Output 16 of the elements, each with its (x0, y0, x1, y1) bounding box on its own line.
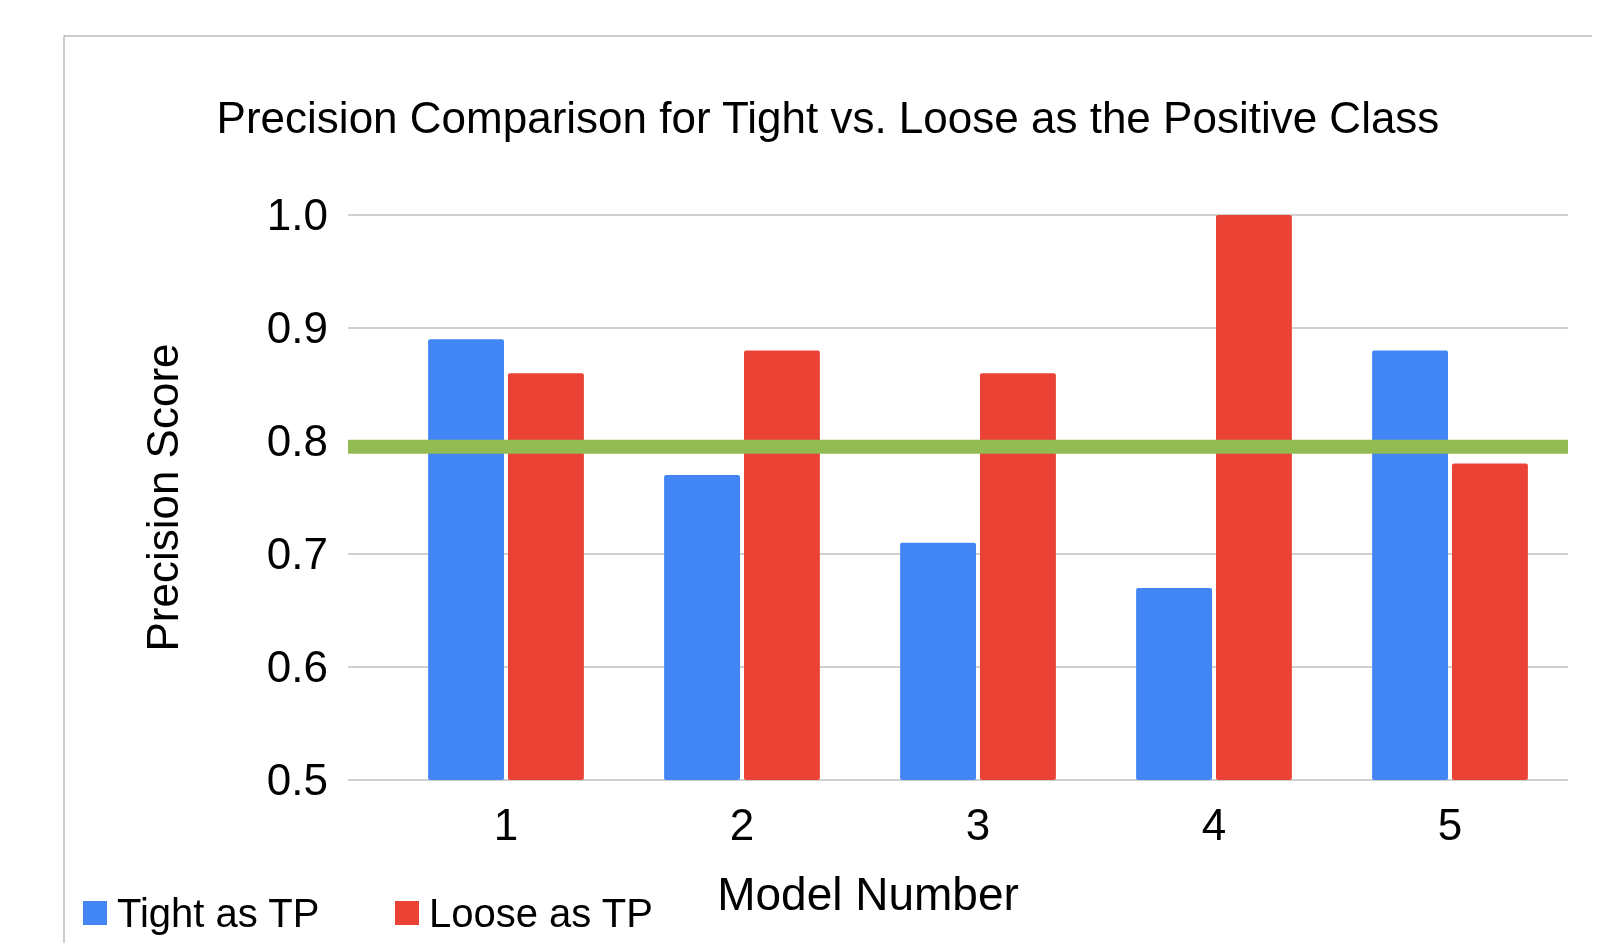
y-axis-title: Precision Score (138, 343, 187, 652)
x-axis-title: Model Number (717, 868, 1019, 920)
y-tick-label: 0.5 (266, 755, 328, 805)
y-tick-label: 0.9 (266, 303, 328, 353)
x-tick-label: 3 (965, 800, 991, 849)
y-tick-label: 0.8 (266, 416, 328, 466)
chart-title: Precision Comparison for Tight vs. Loose as the Positive Class (216, 93, 1440, 142)
y-tick-label: 1.0 (266, 190, 328, 240)
x-tick-label: 5 (1437, 800, 1463, 849)
y-tick-label: 0.7 (266, 529, 328, 579)
legend-label: Loose as TP (429, 891, 653, 935)
x-tick-label: 1 (493, 800, 519, 849)
legend-label: Tight as TP (117, 891, 320, 935)
x-tick-label: 4 (1201, 800, 1227, 849)
x-tick-label: 2 (729, 800, 755, 849)
y-tick-label: 0.6 (266, 642, 328, 692)
